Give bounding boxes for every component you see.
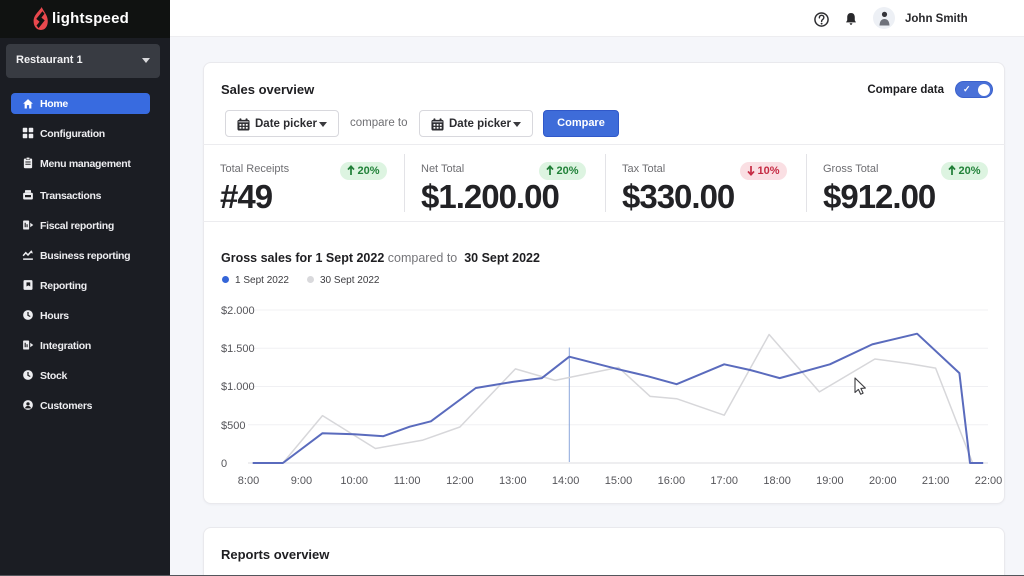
svg-text:13:00: 13:00 <box>499 475 527 487</box>
svg-text:20:00: 20:00 <box>869 475 897 487</box>
svg-text:8:00: 8:00 <box>238 475 259 487</box>
svg-text:19:00: 19:00 <box>816 475 844 487</box>
svg-text:$1.000: $1.000 <box>221 381 255 393</box>
svg-text:21:00: 21:00 <box>922 475 950 487</box>
svg-text:17:00: 17:00 <box>710 475 738 487</box>
svg-text:16:00: 16:00 <box>658 475 686 487</box>
svg-text:11:00: 11:00 <box>394 475 421 487</box>
svg-text:0: 0 <box>221 458 227 470</box>
svg-text:22:00: 22:00 <box>975 475 1003 487</box>
svg-text:$1.500: $1.500 <box>221 343 255 355</box>
svg-text:12:00: 12:00 <box>446 475 474 487</box>
svg-text:$2.000: $2.000 <box>221 305 255 317</box>
svg-text:9:00: 9:00 <box>291 475 312 487</box>
svg-text:$500: $500 <box>221 420 245 432</box>
svg-text:10:00: 10:00 <box>340 475 368 487</box>
svg-text:15:00: 15:00 <box>605 475 633 487</box>
svg-text:14:00: 14:00 <box>552 475 580 487</box>
svg-text:18:00: 18:00 <box>763 475 791 487</box>
